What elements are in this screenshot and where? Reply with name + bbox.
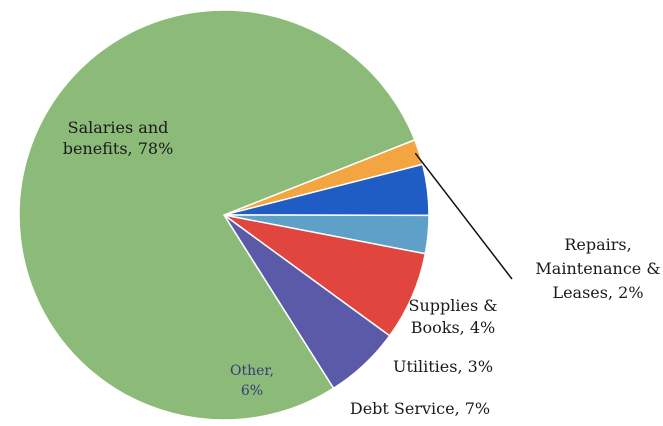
pie-labels: Salaries and benefits, 78% Repairs, Mainten…: [63, 118, 661, 418]
label-repairs-maintenance-leases: Repairs, Maintenance & Leases, 2%: [535, 235, 660, 302]
label-utilities: Utilities, 3%: [393, 357, 493, 376]
label-other: Other, 6%: [230, 363, 274, 399]
pie-slices: [18, 9, 430, 421]
pie-slice-salaries-and-benefits: [18, 9, 416, 421]
label-salaries-and-benefits: Salaries and benefits, 78%: [63, 118, 174, 158]
label-debt-service: Debt Service, 7%: [350, 399, 490, 418]
label-supplies-books: Supplies & Books, 4%: [409, 296, 498, 337]
leader-line-repairs: [414, 152, 513, 280]
